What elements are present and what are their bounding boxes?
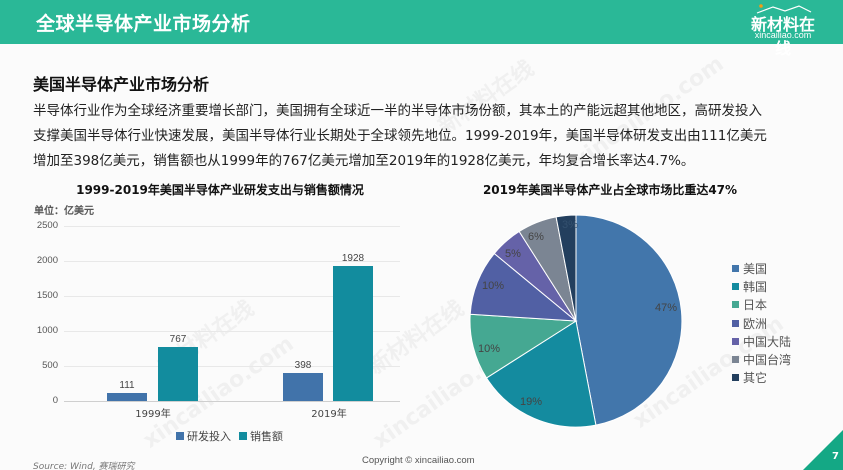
bar-value-label: 111 xyxy=(119,380,135,391)
body-line: 半导体行业作为全球经济重要增长部门，美国拥有全球近一半的半导体市场份额，其本土的… xyxy=(33,103,762,119)
y-tick: 1000 xyxy=(36,325,58,336)
gridline xyxy=(64,331,400,332)
pie-label: 19% xyxy=(520,396,542,408)
legend-item-us: 美国 xyxy=(732,259,791,277)
gridline xyxy=(64,366,400,367)
legend-item-korea: 韩国 xyxy=(732,277,791,295)
y-tick: 1500 xyxy=(36,290,58,301)
legend-swatch xyxy=(176,432,184,440)
gridline xyxy=(64,226,400,227)
legend-swatch xyxy=(732,319,739,327)
body-line: 支撑美国半导体行业快速发展，美国半导体行业长期处于全球领先地位。1999-201… xyxy=(33,128,767,144)
header-title: 全球半导体产业市场分析 xyxy=(36,13,251,35)
pie-label: 10% xyxy=(478,343,500,355)
bar-rd-1999 xyxy=(107,393,147,401)
legend-swatch xyxy=(732,282,739,290)
copyright-text: Copyright © xincailiao.com xyxy=(362,455,475,466)
body-paragraph: 半导体行业作为全球经济重要增长部门，美国拥有全球近一半的半导体市场份额，其本土的… xyxy=(33,99,823,174)
legend-item-china-mainland: 中国大陆 xyxy=(732,332,791,350)
pie-chart-title: 2019年美国半导体产业占全球市场比重达47% xyxy=(482,183,738,197)
roof-icon xyxy=(756,4,812,14)
watermark: 新材料在线 xyxy=(364,296,469,380)
legend-label: 中国大陆 xyxy=(743,334,792,349)
bar-sales-2019 xyxy=(333,266,373,401)
logo-english: xincailiao.com xyxy=(754,30,812,40)
legend-label: 日本 xyxy=(743,298,768,313)
legend-item-taiwan: 中国台湾 xyxy=(732,350,791,368)
bar-value-label: 398 xyxy=(294,360,312,371)
legend-item-sales: 销售额 xyxy=(239,428,283,444)
y-tick: 2500 xyxy=(36,220,58,231)
legend-label: 欧洲 xyxy=(743,316,768,331)
legend-label: 研发投入 xyxy=(187,430,231,443)
pie-label: 5% xyxy=(505,248,521,260)
legend-label: 其它 xyxy=(743,371,768,386)
pie-chart-legend: 美国 韩国 日本 欧洲 中国大陆 中国台湾 其它 xyxy=(732,259,791,387)
legend-item-europe: 欧洲 xyxy=(732,314,791,332)
legend-item-japan: 日本 xyxy=(732,296,791,314)
pie-label: 3% xyxy=(562,219,578,231)
bar-value-label: 767 xyxy=(169,334,187,345)
page-corner-decoration xyxy=(803,430,843,470)
y-tick: 500 xyxy=(42,360,58,371)
legend-swatch xyxy=(239,432,247,440)
brand-logo: 新材料在线 xincailiao.com xyxy=(747,2,819,58)
legend-swatch xyxy=(732,301,739,309)
legend-swatch xyxy=(732,374,739,382)
legend-label: 韩国 xyxy=(743,279,768,294)
legend-label: 销售额 xyxy=(250,430,283,443)
pie-graphic: 47% 19% 10% 10% 5% 6% 3% xyxy=(469,214,683,428)
page-number: 7 xyxy=(832,451,839,462)
legend-item-rd: 研发投入 xyxy=(176,428,231,444)
gridline xyxy=(64,296,400,297)
legend-swatch xyxy=(732,356,739,364)
y-tick: 0 xyxy=(52,395,58,406)
section-title: 美国半导体产业市场分析 xyxy=(33,75,210,94)
bar-rd-2019 xyxy=(283,373,323,401)
x-tick: 1999年 xyxy=(135,409,171,420)
logo-chinese: 新材料在线 xyxy=(750,15,815,58)
header-bar: 全球半导体产业市场分析 新材料在线 xincailiao.com xyxy=(0,0,843,58)
pie-label: 47% xyxy=(655,302,677,314)
y-tick: 2000 xyxy=(36,255,58,266)
legend-label: 中国台湾 xyxy=(743,353,792,368)
x-tick: 2019年 xyxy=(311,409,347,420)
bar-sales-1999 xyxy=(158,347,198,401)
legend-swatch xyxy=(732,264,739,272)
legend-item-other: 其它 xyxy=(732,369,791,387)
x-axis-line xyxy=(64,401,400,402)
bar-value-label: 1928 xyxy=(341,253,365,264)
pie-slice-korea xyxy=(485,320,597,428)
source-note: Source: Wind, 赛瑞研究 xyxy=(33,462,135,470)
bar-chart-title: 1999-2019年美国半导体产业研发支出与销售额情况 xyxy=(76,183,364,197)
pie-label: 10% xyxy=(482,280,504,292)
gridline xyxy=(64,261,400,262)
pie-label: 6% xyxy=(528,231,544,243)
y-axis-unit-label: 单位：亿美元 xyxy=(34,206,94,217)
pie-slice-us xyxy=(575,214,683,426)
bar-chart-legend: 研发投入 销售额 xyxy=(176,428,291,444)
legend-label: 美国 xyxy=(743,261,768,276)
pie-slice-other xyxy=(555,214,577,322)
legend-swatch xyxy=(732,337,739,345)
body-line: 增加至398亿美元，销售额也从1999年的767亿美元增加至2019年的1928… xyxy=(33,153,695,169)
